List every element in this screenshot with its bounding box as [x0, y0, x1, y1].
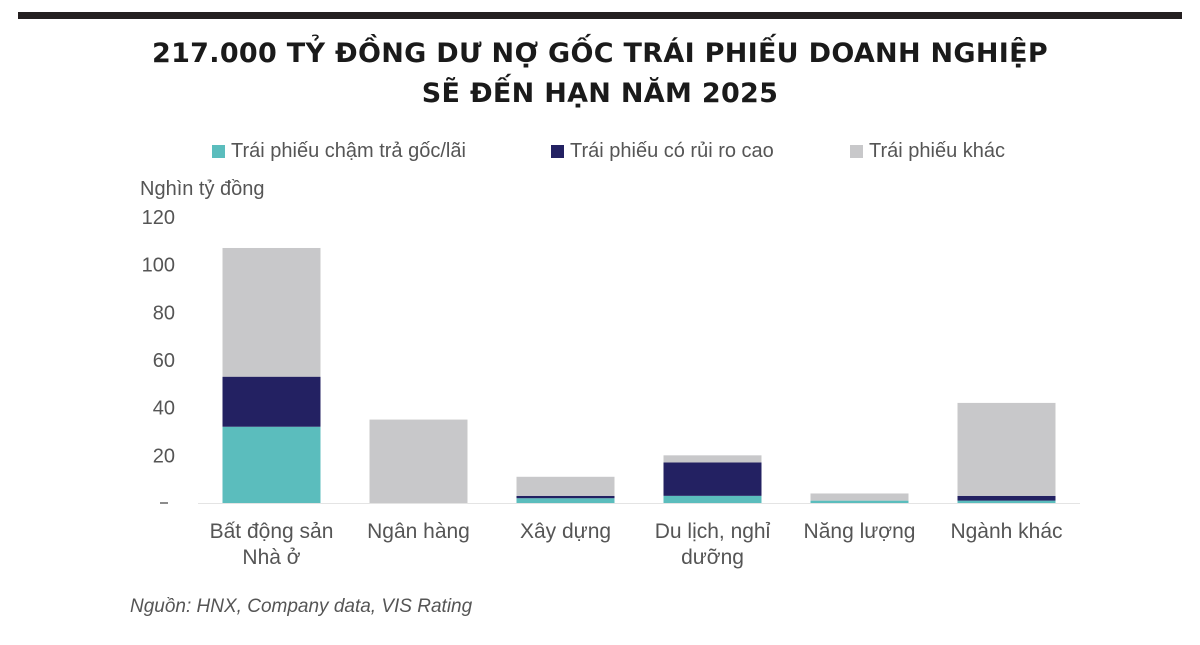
- x-tick-label-nang-luong: Năng lượng: [804, 520, 916, 543]
- bar-nang-luong-delayed: [810, 500, 909, 503]
- chart-title: 217.000 TỶ ĐỒNG DƯ NỢ GỐC TRÁI PHIẾU DOA…: [0, 34, 1200, 114]
- x-tick-label-xay-dung: Xây dựng: [520, 520, 611, 543]
- bar-ngan-hang-other: [369, 419, 468, 503]
- y-tick-label-100: 100: [142, 255, 175, 277]
- y-tick-label-60: 60: [153, 350, 175, 372]
- bar-nganh-khac-high-risk: [957, 495, 1056, 501]
- y-tick-label-120: 120: [142, 207, 175, 229]
- chart-title-line-1: 217.000 TỶ ĐỒNG DƯ NỢ GỐC TRÁI PHIẾU DOA…: [152, 38, 1048, 69]
- legend-item-high-risk: Trái phiếu có rủi ro cao: [551, 140, 774, 163]
- x-tick-label-du-lich-line2: dưỡng: [681, 546, 744, 569]
- legend-label-delayed: Trái phiếu chậm trả gốc/lãi: [231, 140, 466, 162]
- bar-nganh-khac-other: [957, 402, 1056, 496]
- bar-nang-luong-other: [810, 493, 909, 501]
- chart-title-line-2: SẼ ĐẾN HẠN NĂM 2025: [421, 78, 779, 109]
- bar-xay-dung-other: [516, 476, 615, 496]
- bar-xay-dung-high-risk: [516, 495, 615, 499]
- y-axis-label: Nghìn tỷ đồng: [140, 178, 265, 200]
- bar-du-lich-high-risk: [663, 462, 762, 496]
- legend-label-other: Trái phiếu khác: [869, 140, 1005, 162]
- bar-du-lich-other: [663, 455, 762, 463]
- bar-nganh-khac-delayed: [957, 500, 1056, 503]
- legend-swatch-other: [850, 145, 863, 158]
- x-tick-label-bat-dong-san-line2: Nhà ở: [242, 546, 300, 569]
- top-rule: [18, 12, 1182, 19]
- x-tick-label-du-lich: Du lịch, nghỉ: [655, 520, 771, 543]
- bar-du-lich-delayed: [663, 495, 762, 503]
- legend-swatch-high-risk: [551, 145, 564, 158]
- x-tick-label-nganh-khac: Ngành khác: [950, 520, 1062, 543]
- legend-item-delayed: Trái phiếu chậm trả gốc/lãi: [212, 140, 466, 163]
- bar-bat-dong-san-delayed: [222, 426, 321, 503]
- legend-item-other: Trái phiếu khác: [850, 140, 1005, 163]
- y-tick-label-80: 80: [153, 302, 175, 324]
- legend-swatch-delayed: [212, 145, 225, 158]
- y-tick-label-20: 20: [153, 445, 175, 467]
- source-note: Nguồn: HNX, Company data, VIS Rating: [130, 596, 473, 617]
- bar-xay-dung-delayed: [516, 498, 615, 503]
- bar-bat-dong-san-other: [222, 247, 321, 377]
- bar-bat-dong-san-high-risk: [222, 376, 321, 427]
- y-tick-label-40: 40: [153, 398, 175, 420]
- legend: Trái phiếu chậm trả gốc/lãi Trái phiếu c…: [0, 140, 1200, 166]
- x-tick-label-bat-dong-san: Bất động sản: [210, 520, 334, 543]
- legend-label-high-risk: Trái phiếu có rủi ro cao: [570, 140, 774, 162]
- x-tick-label-ngan-hang: Ngân hàng: [367, 520, 470, 543]
